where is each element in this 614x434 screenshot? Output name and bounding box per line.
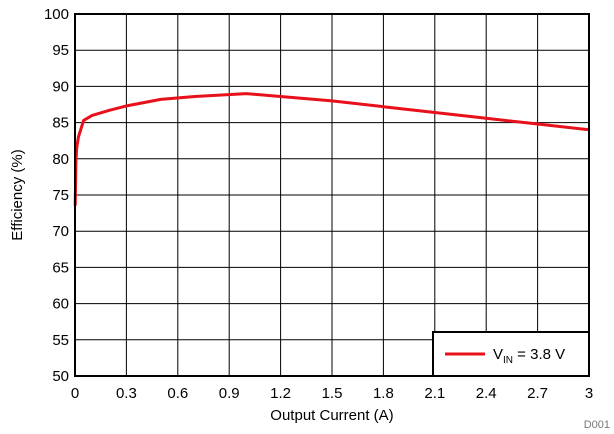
grid [75,14,589,376]
x-axis-label: Output Current (A) [270,407,393,424]
x-tick-label: 2.1 [424,385,445,402]
x-tick-label: 1.2 [270,385,291,402]
y-tick-label: 80 [52,151,69,168]
x-tick-label: 1.8 [373,385,394,402]
y-tick-label: 90 [52,78,69,95]
x-tick-label: 1.5 [322,385,343,402]
y-tick-label: 60 [52,296,69,313]
y-tick-label: 55 [52,332,69,349]
y-tick-label: 85 [52,115,69,132]
x-tick-label: 0.3 [116,385,137,402]
x-tick-label: 0 [71,385,79,402]
y-tick-label: 75 [52,187,69,204]
legend-label-rest: = 3.8 V [513,346,565,363]
x-tick-label: 2.7 [527,385,548,402]
legend: VIN = 3.8 V [433,332,589,376]
legend-label-sub: IN [503,355,513,366]
figure-id: D001 [584,419,610,431]
y-tick-label: 95 [52,42,69,59]
y-tick-label: 50 [52,368,69,385]
x-tick-label: 3 [585,385,593,402]
x-tick-label: 0.6 [167,385,188,402]
y-tick-labels: 50 55 60 65 70 75 80 85 90 95 100 [44,6,69,385]
x-tick-labels: 0 0.3 0.6 0.9 1.2 1.5 1.8 2.1 2.4 2.7 3 [71,385,593,402]
y-tick-label: 65 [52,259,69,276]
y-tick-label: 70 [52,223,69,240]
y-tick-label: 100 [44,6,69,23]
x-tick-label: 0.9 [219,385,240,402]
legend-label-main: V [493,346,503,363]
y-axis-label: Efficiency (%) [9,149,26,240]
x-tick-label: 2.4 [476,385,497,402]
